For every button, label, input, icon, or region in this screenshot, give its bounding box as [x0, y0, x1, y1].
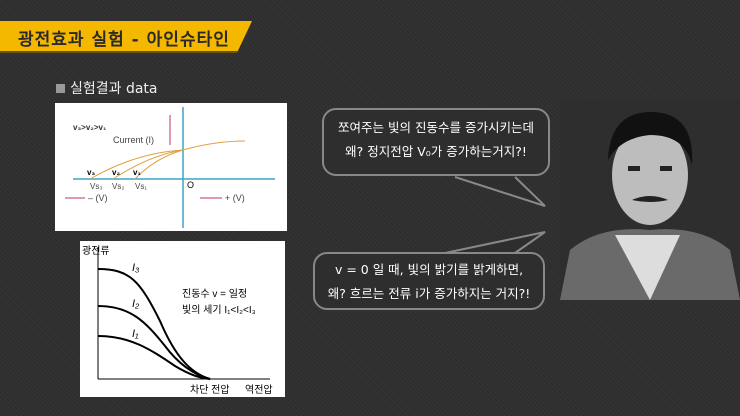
- vs3-label: Vs₃: [90, 182, 103, 191]
- speech-bubble-intensity: v = 0 일 때, 빛의 밝기를 밝게하면, 왜? 흐르는 전류 i가 증가하…: [313, 252, 545, 310]
- note-frequency: 진동수 v = 일정: [182, 288, 247, 300]
- einstein-portrait: [560, 100, 740, 300]
- neg-label: – (V): [88, 193, 108, 203]
- reverse-voltage-label: 역전압: [245, 383, 273, 396]
- i3-label: I₃: [132, 262, 140, 274]
- speech-bubble-frequency: 쪼여주는 빛의 진동수를 증가시키는데 왜? 정지전압 V₀가 증가하는거지?!: [322, 108, 550, 176]
- pos-label: + (V): [225, 193, 245, 203]
- v1-label: v₁: [133, 168, 141, 177]
- vs1-label: Vs₁: [135, 182, 147, 191]
- page-title: 광전효과 실험 - 아인슈타인: [18, 30, 230, 50]
- v3-label: v₃: [87, 168, 95, 177]
- note-intensity: 빛의 세기 I₁<I₂<I₃: [182, 304, 256, 316]
- bubble-line: 왜? 흐르는 전류 i가 증가하지는 거지?!: [327, 286, 531, 301]
- section-heading: 실험결과 data: [56, 78, 158, 98]
- curve-i3: [97, 268, 211, 380]
- vs2-label: Vs₂: [112, 182, 124, 191]
- v2-label: v₂: [112, 168, 120, 177]
- current-label: Current (I): [113, 135, 154, 145]
- freq-legend: v₃>v₂>v₁: [73, 123, 107, 132]
- curve-i1: [97, 335, 211, 380]
- title-banner: 광전효과 실험 - 아인슈타인: [0, 21, 252, 53]
- bubble-line: 왜? 정지전압 V₀가 증가하는거지?!: [345, 144, 527, 159]
- bullet-square-icon: [56, 84, 65, 93]
- origin-label: O: [187, 180, 194, 190]
- bubble-line: v = 0 일 때, 빛의 밝기를 밝게하면,: [334, 262, 524, 277]
- bubble-line: 쪼여주는 빛의 진동수를 증가시키는데: [338, 120, 534, 135]
- curve-i2: [97, 305, 211, 380]
- curve-v2: [112, 149, 184, 180]
- i1-label: I₁: [132, 328, 139, 340]
- section-label: 실험결과 data: [70, 81, 158, 97]
- i2-label: I₂: [132, 298, 140, 310]
- y-label: 광전류: [82, 245, 110, 257]
- cutoff-voltage-label: 차단 전압: [190, 383, 230, 396]
- stopping-voltage-graph: v₃>v₂>v₁ Current (I) v₃ v₂ v₁ Vs₃ Vs₂ Vs…: [55, 103, 287, 231]
- intensity-current-graph: 광전류 I₃ I₂ I₁ 진동수 v = 일정 빛의 세기 I₁<I₂<I₃ 차…: [80, 241, 285, 397]
- curve-v1: [134, 149, 184, 180]
